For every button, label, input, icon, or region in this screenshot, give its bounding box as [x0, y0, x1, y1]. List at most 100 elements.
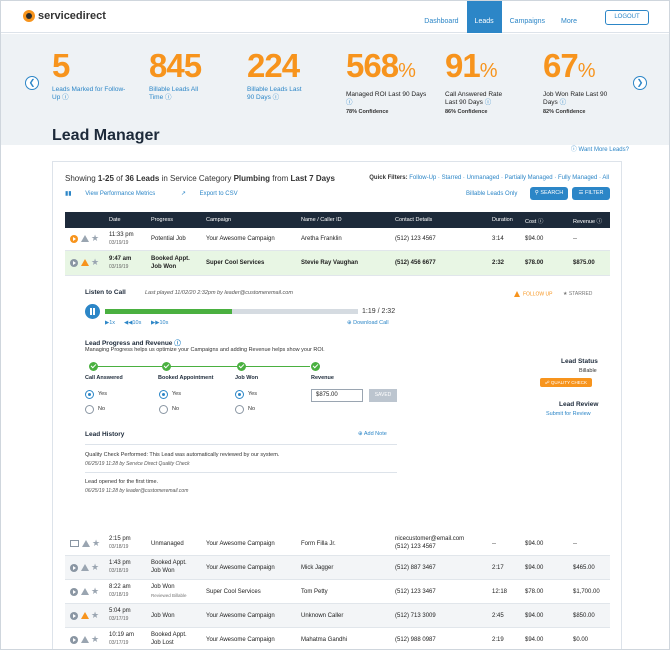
- billable-only-toggle[interactable]: Billable Leads Only: [466, 191, 518, 197]
- row-contact: (512) 713 3009: [395, 613, 436, 619]
- play-icon[interactable]: [70, 235, 78, 243]
- table-row[interactable]: ★ 2:15 pm 03/18/19 Unmanaged Your Awesom…: [65, 532, 610, 556]
- row-time: 1:43 pm: [109, 560, 131, 566]
- logo-pin-icon: [23, 10, 35, 22]
- add-note-link[interactable]: ⊕ Add Note: [358, 431, 387, 438]
- follow-up-icon[interactable]: [81, 564, 89, 571]
- forward-button[interactable]: ▶▶10s: [151, 320, 169, 326]
- follow-up-icon[interactable]: [81, 588, 89, 595]
- revenue-input[interactable]: $875.00: [311, 389, 363, 402]
- table-row-selected[interactable]: ★ 9:47 am 03/19/19 Booked Appt. Job Won …: [65, 251, 610, 276]
- quick-filter-links[interactable]: Follow-Up · Starred · Unmanaged · Partia…: [409, 175, 609, 181]
- nav-campaigns[interactable]: Campaigns: [509, 18, 546, 25]
- col-name[interactable]: Name / Caller ID: [301, 217, 342, 223]
- star-icon[interactable]: ★: [91, 233, 100, 243]
- info-icon[interactable]: ⓘ: [174, 340, 181, 347]
- job-won-yes-radio[interactable]: [235, 390, 244, 399]
- star-icon[interactable]: ★: [91, 634, 100, 644]
- view-performance-link[interactable]: ▮▮ View Performance Metrics: [65, 191, 167, 197]
- pause-button[interactable]: [85, 304, 100, 319]
- info-icon[interactable]: ⓘ: [559, 99, 567, 106]
- follow-up-toggle[interactable]: FOLLOW UP: [514, 291, 552, 298]
- logo-text: servicedirect: [38, 10, 106, 22]
- stat-confidence: 86% Confidence: [445, 109, 488, 115]
- showing-summary: Showing 1-25 of 36 Leads in Service Cate…: [65, 174, 335, 183]
- follow-up-icon[interactable]: [81, 259, 89, 266]
- follow-up-icon[interactable]: [81, 235, 89, 242]
- showing-period: Last 7 Days: [290, 174, 335, 183]
- info-icon[interactable]: ⓘ: [346, 99, 353, 106]
- star-icon[interactable]: ★: [91, 586, 100, 596]
- info-icon[interactable]: ⓘ: [165, 94, 172, 101]
- col-cost[interactable]: Cost ⓘ: [525, 219, 544, 225]
- play-icon[interactable]: [70, 636, 78, 644]
- step-job-won: Job Won: [235, 375, 259, 381]
- follow-up-icon[interactable]: [82, 540, 90, 547]
- play-icon[interactable]: [70, 564, 78, 572]
- star-icon[interactable]: ★: [91, 562, 100, 572]
- info-icon[interactable]: ⓘ: [272, 94, 280, 101]
- audio-progress-bar[interactable]: [105, 309, 358, 314]
- star-icon[interactable]: ★: [92, 538, 101, 548]
- play-icon[interactable]: [70, 259, 78, 267]
- call-answered-no-radio[interactable]: [85, 405, 94, 414]
- row-duration: 2:19: [492, 637, 504, 643]
- search-button[interactable]: ⚲ SEARCH: [530, 187, 568, 200]
- star-icon[interactable]: ★: [91, 257, 100, 267]
- nav-leads[interactable]: Leads: [466, 1, 502, 33]
- export-csv-link[interactable]: ↗ Export to CSV: [181, 191, 250, 197]
- stat-value: 568: [346, 47, 399, 84]
- call-answered-yes-radio[interactable]: [85, 390, 94, 399]
- table-row[interactable]: ★ 5:04 pm 03/17/19 Job Won Your Awesome …: [65, 604, 610, 628]
- download-call-link[interactable]: ⊕ Download Call: [347, 320, 389, 327]
- play-icon[interactable]: [70, 588, 78, 596]
- starred-toggle[interactable]: ★ STARRED: [563, 291, 592, 298]
- stat-follow-up[interactable]: 5 Leads Marked for Follow-Up ⓘ: [52, 46, 132, 102]
- row-date: 03/19/19: [109, 264, 129, 270]
- booked-yes-radio[interactable]: [159, 390, 168, 399]
- star-icon[interactable]: ★: [91, 610, 100, 620]
- col-date[interactable]: Date: [109, 217, 121, 223]
- row-duration: 12:18: [492, 589, 508, 595]
- col-campaign[interactable]: Campaign: [206, 217, 232, 223]
- play-icon[interactable]: [70, 612, 78, 620]
- filter-button[interactable]: ☰ FILTER: [572, 187, 610, 200]
- speed-button[interactable]: ▶1x: [105, 320, 116, 326]
- col-progress[interactable]: Progress: [151, 217, 174, 223]
- job-won-no-radio[interactable]: [235, 405, 244, 414]
- col-contact[interactable]: Contact Details: [395, 217, 433, 223]
- row-cost: $94.00: [525, 637, 544, 643]
- col-revenue[interactable]: Revenue ⓘ: [573, 219, 603, 225]
- shield-icon: ☍: [544, 380, 550, 385]
- filter-icon: ☰: [578, 190, 584, 196]
- col-duration[interactable]: Duration: [492, 217, 513, 223]
- stat-billable-90[interactable]: 224 Billable Leads Last 90 Days ⓘ: [247, 46, 307, 102]
- stat-value: 91: [445, 47, 481, 84]
- page-title: Lead Manager: [52, 127, 160, 144]
- logout-button[interactable]: LOGOUT: [605, 10, 649, 25]
- table-row[interactable]: ★ 1:43 pm 03/18/19 Booked Appt. Job Won …: [65, 556, 610, 580]
- table-row[interactable]: ★ 11:33 pm 03/19/19 Potential Job Your A…: [65, 228, 610, 251]
- saved-button[interactable]: SAVED: [369, 389, 397, 402]
- stat-billable-all[interactable]: 845 Billable Leads All Time ⓘ: [149, 46, 209, 102]
- table-row[interactable]: ★ 10:19 am 03/17/19 Booked Appt. Job Los…: [65, 628, 610, 649]
- email-icon[interactable]: [70, 540, 79, 547]
- submit-review-link[interactable]: Submit for Review: [546, 411, 591, 417]
- nav-dashboard[interactable]: Dashboard: [424, 18, 459, 25]
- next-stats-button[interactable]: ❯: [633, 76, 647, 90]
- info-icon[interactable]: ⓘ: [62, 94, 69, 101]
- table-row[interactable]: ★ 8:22 am 03/18/19 Job Won Reviewed Bill…: [65, 580, 610, 604]
- info-icon[interactable]: ⓘ: [484, 99, 492, 106]
- want-more-leads-link[interactable]: ⓘ Want More Leads?: [571, 144, 629, 153]
- booked-no-radio[interactable]: [159, 405, 168, 414]
- rewind-button[interactable]: ◀◀10s: [124, 320, 142, 326]
- follow-up-icon[interactable]: [81, 612, 89, 619]
- follow-up-icon[interactable]: [81, 636, 89, 643]
- prev-stats-button[interactable]: ❮: [25, 76, 39, 90]
- help-icon: ⓘ: [570, 147, 577, 153]
- logo[interactable]: servicedirect: [23, 10, 106, 22]
- showing-category: Plumbing: [233, 174, 271, 183]
- row-name: Stevie Ray Vaughan: [301, 260, 359, 266]
- star-icon: ★: [563, 291, 568, 297]
- nav-more[interactable]: More: [561, 18, 577, 25]
